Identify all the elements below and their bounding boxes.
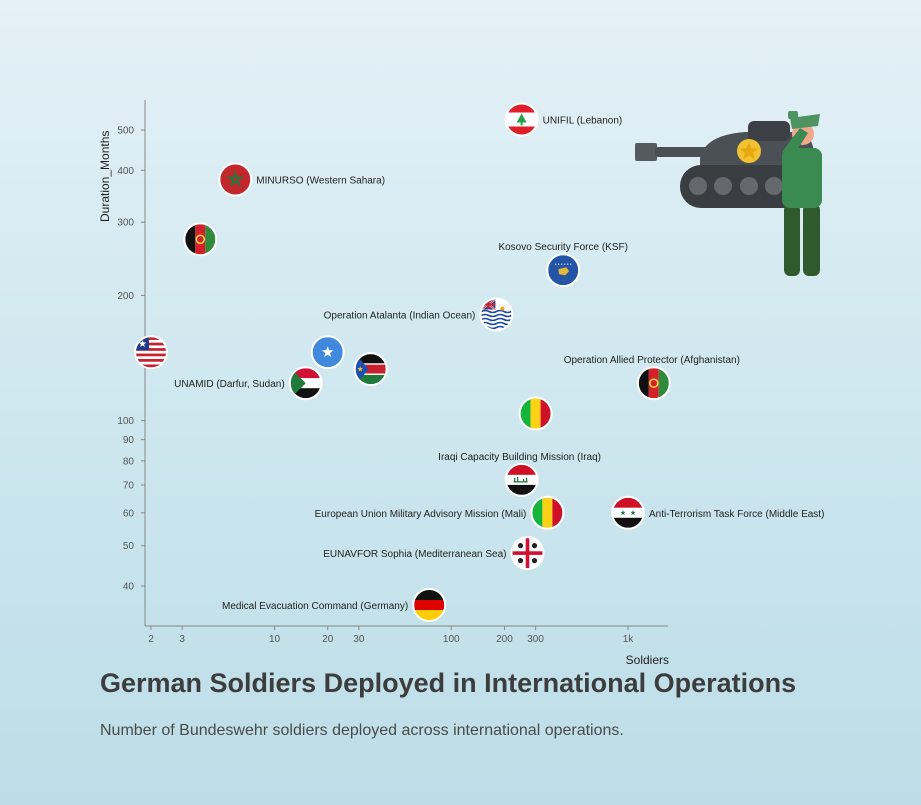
afghanistan-flag-icon (638, 368, 669, 399)
data-point (134, 335, 168, 370)
data-point (530, 495, 565, 530)
y-tick-label: 300 (117, 218, 134, 229)
data-point (611, 495, 645, 530)
x-tick-label: 10 (269, 634, 281, 645)
mali-flag-icon (520, 398, 551, 429)
point-label: Operation Allied Protector (Afghanistan) (564, 355, 740, 366)
x-tick-label: 100 (443, 634, 460, 645)
y-tick-label: 60 (123, 508, 135, 519)
point-label: Kosovo Security Force (KSF) (498, 242, 627, 253)
sardinia-flag-icon (512, 538, 543, 569)
lebanon-flag-icon (506, 104, 537, 135)
point-label: MINURSO (Western Sahara) (256, 176, 385, 187)
mali-flag-icon (532, 497, 563, 528)
germany-flag-icon (414, 590, 445, 620)
morocco-flag-icon (220, 164, 251, 195)
y-tick-label: 200 (117, 291, 134, 302)
x-tick-label: 1k (623, 634, 635, 645)
syria-flag-icon (613, 497, 643, 528)
data-point (636, 366, 671, 401)
biot-flag-icon (481, 299, 512, 330)
point-label: Operation Atalanta (Indian Ocean) (324, 311, 476, 322)
data-point (518, 396, 553, 431)
y-tick-label: 80 (123, 456, 135, 467)
x-tick-label: 300 (527, 634, 544, 645)
x-axis-label: Soldiers (626, 653, 669, 667)
y-axis-label: Duration_Months (98, 131, 112, 222)
data-point (479, 297, 514, 332)
data-point (310, 335, 345, 370)
point-label: Iraqi Capacity Building Mission (Iraq) (438, 452, 601, 463)
y-tick-label: 50 (123, 541, 135, 552)
data-point (510, 536, 545, 571)
y-tick-label: 40 (123, 582, 135, 593)
somalia-flag-icon (312, 337, 343, 368)
x-axis-ticks: 2 3 10 20 30 100 200 300 1k (148, 626, 634, 645)
y-tick-label: 100 (117, 416, 134, 427)
x-tick-label: 20 (322, 634, 334, 645)
chart-subtitle: Number of Bundeswehr soldiers deployed a… (100, 722, 624, 739)
y-tick-label: 400 (117, 166, 134, 177)
data-point (412, 588, 447, 622)
data-points: UNIFIL (Lebanon) MINURSO (Western Sahara)… (134, 102, 824, 622)
plot-area: 2 3 10 20 30 100 200 300 1k 40 50 60 70 80 90 100 200 30… (98, 100, 824, 667)
liberia-flag-icon (136, 337, 166, 368)
point-label: EUNAVFOR Sophia (Mediterranean Sea) (323, 549, 506, 560)
y-tick-label: 500 (117, 126, 134, 137)
sudan-flag-icon (290, 368, 321, 399)
x-tick-label: 2 (148, 634, 154, 645)
point-label: Anti-Terrorism Task Force (Middle East) (649, 509, 824, 520)
x-tick-label: 200 (496, 634, 513, 645)
data-point (546, 253, 581, 288)
x-tick-label: 30 (353, 634, 365, 645)
point-label: UNAMID (Darfur, Sudan) (174, 379, 285, 390)
chart-title: German Soldiers Deployed in Internationa… (100, 668, 797, 698)
data-point (504, 462, 539, 497)
data-point (353, 352, 388, 387)
data-point (183, 222, 218, 257)
data-point (504, 102, 539, 137)
x-tick-label: 3 (179, 634, 185, 645)
y-axis-ticks: 40 50 60 70 80 90 100 200 300 400 500 (117, 126, 145, 593)
point-label: European Union Military Advisory Mission… (315, 509, 527, 520)
kosovo-flag-icon (548, 255, 579, 286)
y-tick-label: 70 (123, 480, 135, 491)
data-point (288, 366, 323, 401)
point-label: UNIFIL (Lebanon) (543, 116, 623, 127)
y-tick-label: 90 (123, 435, 135, 446)
afghanistan-flag-icon (185, 224, 216, 255)
south-sudan-flag-icon (355, 354, 386, 385)
point-label: Medical Evacuation Command (Germany) (222, 601, 408, 612)
tank-soldier-illustration (635, 111, 822, 276)
data-point (218, 162, 253, 197)
iraq-flag-icon (506, 464, 537, 495)
